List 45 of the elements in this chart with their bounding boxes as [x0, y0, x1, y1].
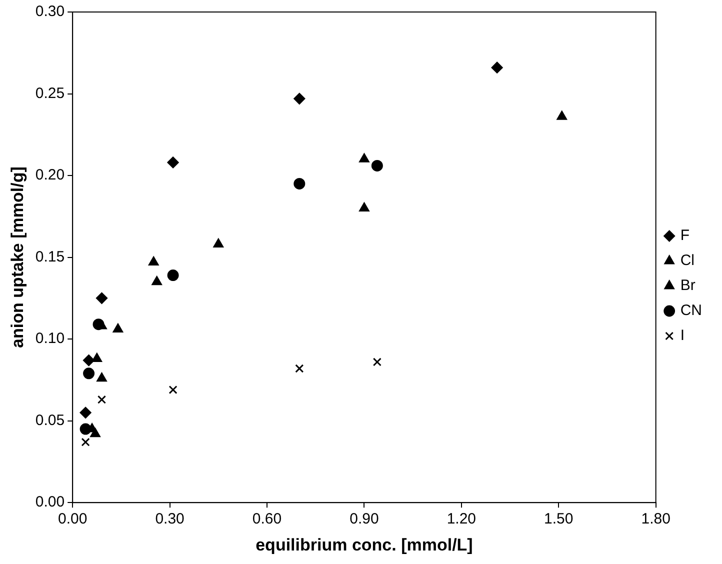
point: [359, 202, 370, 212]
point: [80, 406, 92, 418]
x-axis-title: equilibrium conc. [mmol/L]: [256, 535, 473, 554]
legend-label: CN: [680, 302, 702, 320]
point: [167, 156, 179, 168]
y-tick-label: 0.30: [35, 3, 65, 20]
x-tick-label: 0.60: [252, 510, 282, 528]
y-tick-label: 0.00: [35, 494, 65, 511]
point: [371, 160, 383, 172]
y-axis-title: anion uptake [mmol/g]: [8, 166, 27, 348]
point: [83, 354, 95, 366]
point: [359, 153, 370, 162]
point: [96, 372, 107, 382]
point: [152, 276, 162, 286]
point: [83, 368, 95, 380]
y-tick-label: 0.25: [35, 84, 65, 102]
point: [112, 324, 124, 333]
y-tick-label: 0.20: [35, 166, 65, 184]
point: [92, 352, 102, 362]
point: [295, 364, 304, 373]
y-tick-label: 0.15: [35, 248, 65, 266]
point: [167, 270, 179, 282]
x-tick-label: 1.50: [544, 510, 574, 528]
point: [372, 358, 382, 366]
point: [213, 238, 224, 248]
x-tick-label: 0.90: [350, 510, 379, 528]
point: [81, 438, 90, 446]
legend-label: Cl: [680, 252, 695, 270]
x-tick-label: 1.80: [641, 510, 670, 528]
point: [491, 62, 503, 74]
legend-label: Br: [680, 277, 696, 294]
point: [294, 92, 306, 104]
legend-label: F: [680, 227, 690, 244]
legend-label: I: [680, 327, 685, 344]
point: [556, 110, 567, 120]
point: [97, 395, 106, 404]
point: [294, 178, 306, 190]
point: [168, 385, 178, 394]
y-tick-label: 0.10: [35, 330, 65, 348]
x-tick-label: 0.00: [58, 510, 88, 528]
point: [96, 292, 108, 304]
x-tick-label: 0.30: [155, 510, 184, 528]
point: [148, 256, 159, 266]
x-tick-label: 1.20: [446, 510, 476, 528]
y-tick-label: 0.05: [35, 412, 65, 429]
